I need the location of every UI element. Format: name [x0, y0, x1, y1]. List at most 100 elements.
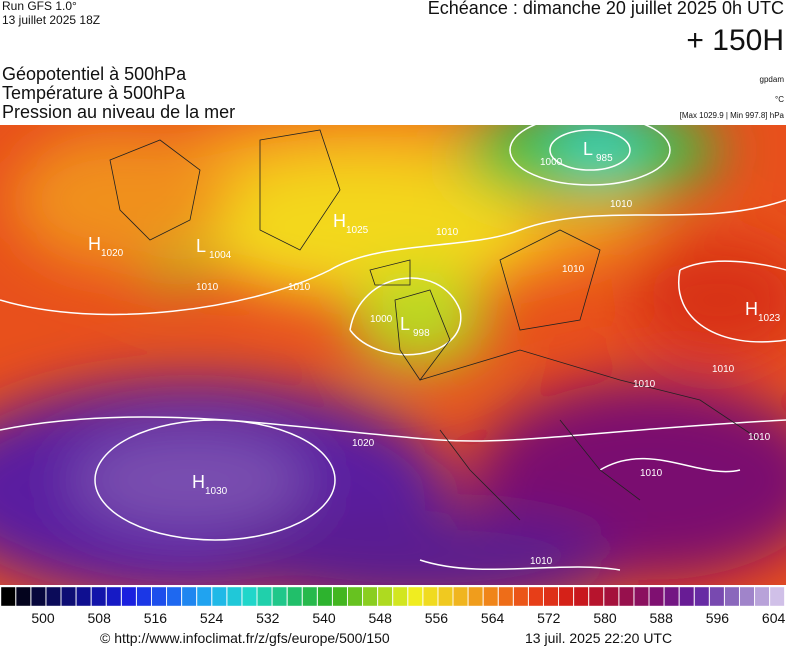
isobar-label: 1020 — [352, 438, 375, 449]
colorbar-swatch — [46, 586, 61, 607]
colorbar-swatch — [151, 586, 167, 607]
unit: [Max 1029.9 | Min 997.8] hPa — [680, 111, 785, 120]
colorbar-swatch — [483, 586, 499, 607]
colorbar-swatch — [422, 586, 438, 607]
colorbar-swatch — [498, 586, 514, 607]
colorbar-swatch — [543, 586, 559, 607]
colorbar-swatch — [76, 586, 92, 607]
valid-time: Echéance : dimanche 20 juillet 2025 0h U… — [428, 0, 784, 18]
isobar-label: 1000 — [370, 314, 393, 325]
footer-url: © http://www.infoclimat.fr/z/gfs/europe/… — [100, 630, 390, 646]
colorbar-swatch — [513, 586, 529, 607]
layer: Géopotentiel à 500hPa — [2, 64, 187, 84]
colorbar-tick: 580 — [593, 610, 617, 626]
colorbar-swatch — [769, 586, 785, 607]
colorbar-swatch — [91, 586, 107, 607]
colorbar-tick: 524 — [200, 610, 224, 626]
isobar-label: 1010 — [610, 199, 633, 210]
colorbar-swatch — [347, 586, 363, 607]
coastlines — [109, 129, 761, 521]
colorbar-tick: 540 — [312, 610, 336, 626]
colorbar-swatch — [468, 586, 484, 607]
colorbar-swatch — [211, 586, 227, 607]
isobar-label: 1010 — [196, 282, 219, 293]
colorbar-tick: 500 — [31, 610, 55, 626]
center-kind: H — [745, 299, 758, 319]
run: Run GFS 1.0° — [2, 0, 77, 13]
center-kind: H — [88, 234, 101, 254]
colorbar-swatch — [588, 586, 604, 607]
colorbar-swatch — [257, 586, 272, 607]
colorbar-swatch — [739, 586, 755, 607]
colorbar-swatch — [664, 586, 680, 607]
colorbar-tick: 508 — [88, 610, 112, 626]
colorbar-swatch — [407, 586, 423, 607]
colorbar-swatch — [226, 586, 242, 607]
colorbar-swatch — [634, 586, 649, 607]
colorbar-swatch — [362, 586, 378, 607]
colorbar-swatch — [196, 586, 212, 607]
isobar-label: 1010 — [712, 364, 735, 375]
isobars — [0, 125, 786, 571]
colorbar-swatch — [618, 586, 634, 607]
colorbar-swatch — [181, 586, 197, 607]
colorbar-swatch — [679, 586, 695, 607]
footer-timestamp: 13 juil. 2025 22:20 UTC — [525, 630, 672, 646]
colorbar-tick: 564 — [481, 610, 505, 626]
layer: Température à 500hPa — [2, 83, 186, 103]
isobar-label: 1010 — [562, 264, 585, 275]
colorbar-swatch — [558, 586, 574, 607]
center-kind: L — [583, 139, 593, 159]
center-pressure: 1030 — [205, 486, 228, 497]
colorbar-swatch — [649, 586, 664, 607]
colorbar-swatch — [272, 586, 288, 607]
colorbar-swatch — [0, 586, 16, 607]
colorbar-swatch — [453, 586, 468, 607]
colorbar-swatch — [136, 586, 152, 607]
colorbar-tick: 596 — [706, 610, 730, 626]
colorbar-swatch — [332, 586, 348, 607]
run-date: 13 juillet 2025 18Z — [2, 13, 100, 27]
colorbar-swatch — [121, 586, 137, 607]
lead-time: + 150H — [686, 24, 784, 57]
center-pressure: 998 — [413, 328, 430, 339]
center-pressure: 985 — [596, 153, 613, 164]
center-pressure: 1023 — [758, 313, 781, 324]
colorbar: 500 508 516 524 532 540 548 556 564 572 580 588 596 6… — [0, 586, 785, 626]
layer: Pression au niveau de la mer — [2, 102, 235, 122]
isobar-label: 1010 — [530, 556, 553, 567]
colorbar-swatch — [61, 586, 76, 607]
isobar-label: 1010 — [288, 282, 311, 293]
colorbar-swatch — [438, 586, 453, 607]
colorbar-swatch — [302, 586, 318, 607]
isobar-label: 1010 — [640, 468, 663, 479]
colorbar-swatch — [709, 586, 725, 607]
colorbar-tick: 588 — [650, 610, 674, 626]
center-pressure: 1004 — [209, 250, 232, 261]
colorbar-swatch — [754, 586, 770, 607]
colorbar-swatch — [528, 586, 544, 607]
colorbar-swatch — [15, 586, 31, 607]
colorbar-tick: 516 — [144, 610, 168, 626]
unit: °C — [775, 95, 784, 104]
colorbar-swatch — [694, 586, 710, 607]
isobar-label: 1010 — [748, 432, 771, 443]
colorbar-swatch — [317, 586, 333, 607]
colorbar-swatch — [287, 586, 303, 607]
colorbar-swatch — [106, 586, 122, 607]
colorbar-swatch — [724, 586, 740, 607]
colorbar-tick: 548 — [369, 610, 393, 626]
center-kind: H — [192, 472, 205, 492]
center-pressure: 1020 — [101, 248, 124, 259]
colorbar-tick: 532 — [256, 610, 280, 626]
center-kind: L — [400, 314, 410, 334]
isobar-label: 1010 — [436, 227, 459, 238]
center-kind: H — [333, 211, 346, 231]
center-kind: L — [196, 236, 206, 256]
colorbar-swatch — [30, 586, 46, 607]
colorbar-swatch — [377, 586, 393, 607]
colorbar-swatch — [392, 586, 408, 607]
center-pressure: 1025 — [346, 225, 369, 236]
colorbar-swatch — [573, 586, 589, 607]
